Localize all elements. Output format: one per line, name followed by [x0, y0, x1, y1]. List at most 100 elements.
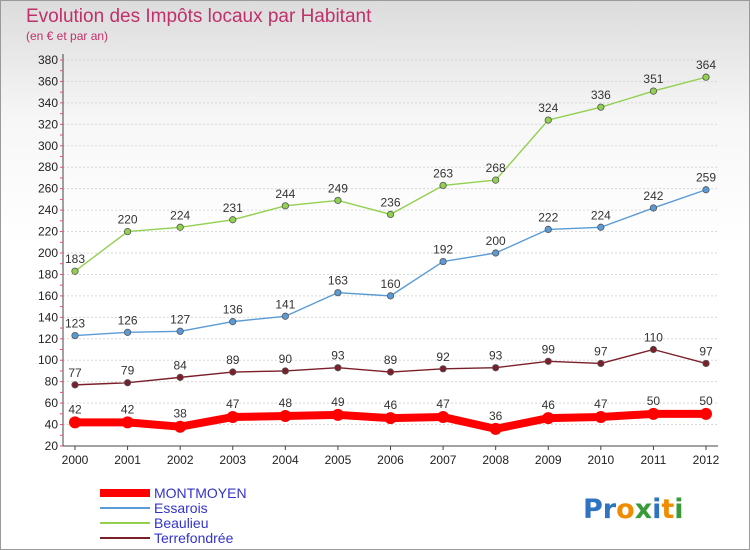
x-tick-label: 2005 [325, 453, 352, 467]
x-tick-label: 2008 [482, 453, 509, 467]
x-tick-label: 2001 [114, 453, 141, 467]
y-tick-label: 280 [38, 160, 58, 174]
y-tick-label: 380 [38, 53, 58, 67]
y-tick-label: 140 [38, 310, 58, 324]
data-label: 268 [486, 161, 506, 175]
y-tick-label: 320 [38, 117, 58, 131]
logo-letter: x [635, 494, 652, 525]
data-label: 336 [591, 88, 611, 102]
y-tick-label: 300 [38, 139, 58, 153]
data-point [386, 210, 395, 218]
data-point [439, 365, 447, 373]
data-point [649, 204, 658, 212]
data-label: 110 [644, 331, 663, 345]
data-point [544, 225, 552, 234]
data-label: 90 [279, 352, 293, 366]
data-label: 163 [328, 274, 348, 288]
data-point [492, 249, 500, 257]
data-label: 36 [489, 409, 503, 423]
data-label: 183 [65, 252, 85, 266]
data-label: 220 [118, 213, 138, 227]
data-label: 127 [170, 312, 190, 326]
data-point [544, 357, 552, 365]
data-point [176, 223, 184, 231]
data-point [281, 312, 289, 320]
legend-label: Terrefondrée [154, 530, 234, 546]
series-essarois: 123 126 127 136 141 163 160 192 200 222 224 242 259 [65, 171, 716, 340]
data-label: 50 [699, 394, 713, 408]
x-tick-label: 2000 [62, 453, 89, 467]
data-label: 99 [542, 342, 556, 356]
y-tick-label: 160 [38, 289, 58, 303]
data-label: 93 [489, 349, 503, 363]
series-montmoyen: 42 42 38 47 48 49 46 47 36 46 47 50 50 [68, 394, 713, 435]
data-label: 141 [275, 297, 295, 311]
x-tick-label: 2010 [587, 453, 614, 467]
legend-label: Essarois [154, 500, 208, 516]
y-tick-label: 20 [45, 439, 59, 453]
data-point [384, 412, 397, 425]
data-label: 351 [643, 72, 663, 86]
data-label: 48 [279, 396, 293, 410]
data-label: 222 [538, 210, 558, 224]
legend-label: Beaulieu [154, 515, 209, 531]
data-label: 46 [542, 398, 556, 412]
y-tick-label: 340 [38, 96, 58, 110]
x-tick-label: 2004 [272, 453, 299, 467]
data-point [544, 116, 552, 124]
y-tick-label: 80 [45, 375, 59, 389]
data-point [700, 407, 712, 420]
data-point [492, 364, 500, 372]
data-point [176, 327, 184, 335]
data-point [702, 73, 710, 81]
data-label: 50 [647, 394, 661, 408]
data-point [174, 420, 187, 433]
data-label: 97 [594, 344, 608, 358]
data-label: 97 [699, 344, 713, 358]
data-point [176, 373, 184, 381]
logo-letter: t [661, 494, 674, 525]
data-label: 47 [226, 397, 240, 411]
data-point [439, 257, 447, 266]
data-point [331, 408, 344, 421]
legend-label: MONTMOYEN [154, 485, 247, 501]
data-point [597, 359, 605, 368]
data-label: 242 [643, 189, 663, 203]
data-point [69, 416, 81, 429]
data-point [123, 328, 132, 336]
data-point [123, 227, 132, 236]
data-point [229, 318, 237, 326]
series-terrefondrée: 77 79 84 89 90 93 89 92 93 99 97 110 97 [68, 331, 713, 389]
data-label: 84 [173, 358, 187, 372]
data-point [334, 364, 342, 372]
data-point [439, 181, 447, 190]
data-label: 92 [436, 350, 450, 364]
y-tick-label: 260 [38, 182, 58, 196]
data-label: 263 [433, 166, 453, 180]
data-point [702, 186, 710, 194]
data-label: 93 [331, 349, 345, 363]
series-line [74, 76, 707, 272]
data-point [597, 223, 605, 231]
x-tick-label: 2007 [430, 453, 457, 467]
data-point [334, 196, 342, 205]
y-tick-label: 40 [45, 418, 59, 432]
x-tick-label: 2012 [693, 453, 720, 467]
proxiti-logo: Proxiti [583, 494, 684, 525]
series-beaulieu: 183 220 224 231 244 249 236 263 268 324 336 351 364 [65, 58, 716, 275]
data-label: 231 [223, 201, 243, 215]
data-label: 364 [696, 58, 716, 72]
data-point [386, 368, 395, 376]
y-tick-label: 360 [38, 74, 58, 88]
data-label: 224 [591, 208, 611, 222]
y-tick-label: 220 [38, 225, 58, 239]
data-label: 77 [68, 366, 82, 380]
data-point [597, 103, 605, 111]
data-point [123, 379, 132, 387]
data-label: 126 [118, 313, 138, 327]
data-point [281, 202, 289, 210]
data-label: 79 [121, 364, 135, 378]
